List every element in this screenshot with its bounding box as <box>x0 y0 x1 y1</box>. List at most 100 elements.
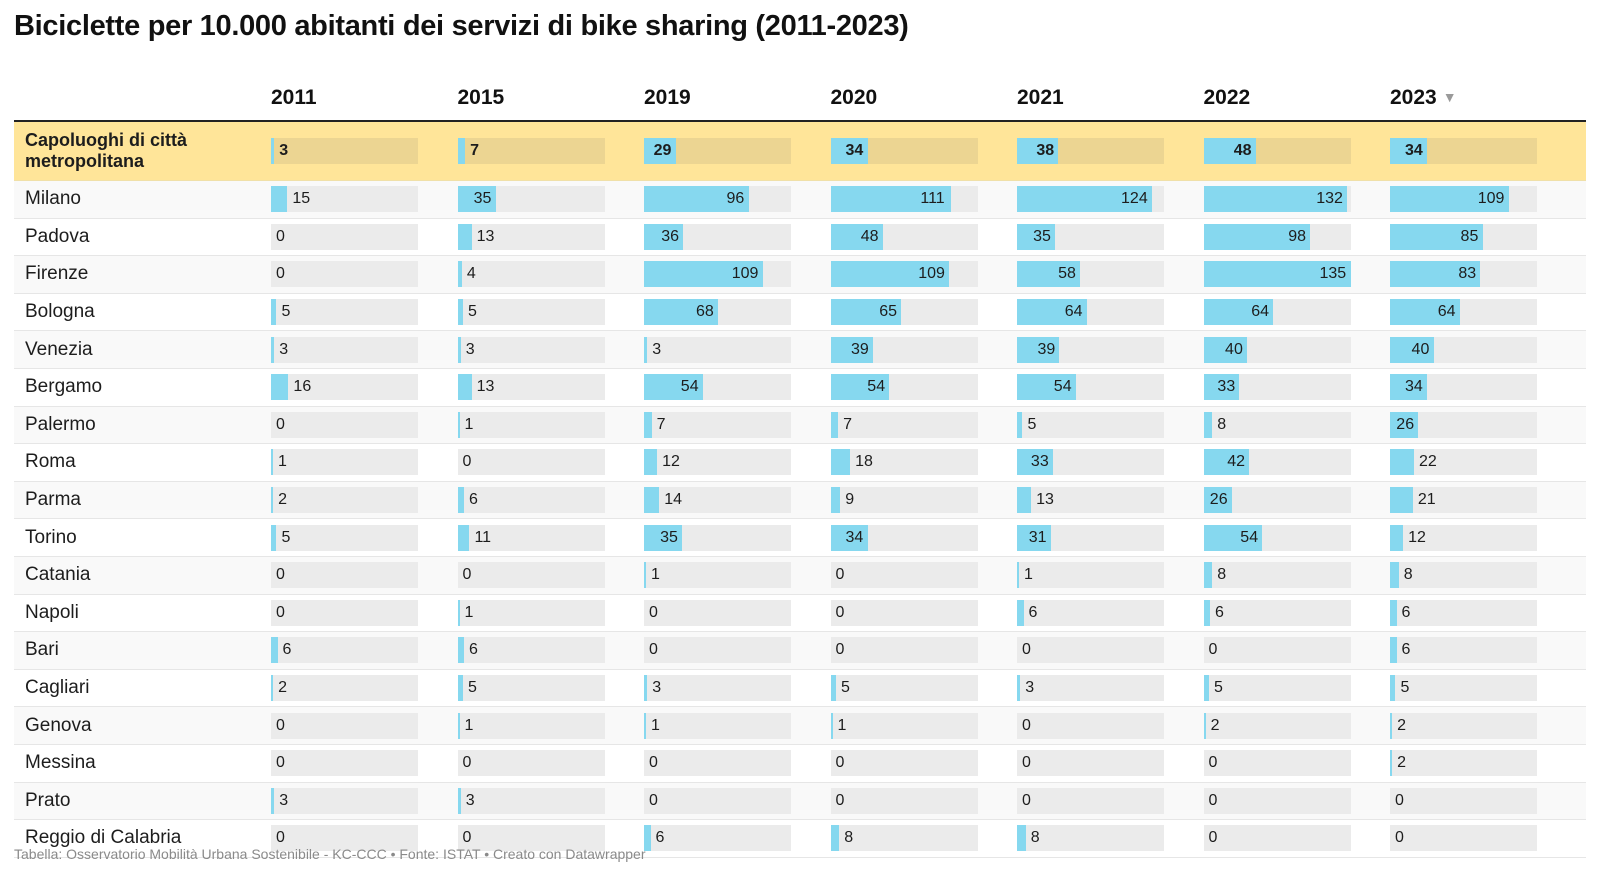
bar <box>457 637 465 664</box>
value-label: 2 <box>278 491 288 509</box>
table-cell: 22 <box>1390 449 1537 476</box>
bar <box>830 712 833 739</box>
value-label: 48 <box>860 227 879 245</box>
bar <box>1390 138 1428 164</box>
table-cell: 0 <box>830 750 978 777</box>
bar-track <box>457 411 605 438</box>
bar-track <box>830 411 978 438</box>
value-label: 0 <box>462 453 472 471</box>
column-header-label: 2023 <box>1390 86 1437 109</box>
bar <box>644 186 749 213</box>
table-cell: 8 <box>830 825 978 852</box>
value-label: 1 <box>464 415 474 433</box>
value-label: 6 <box>1401 603 1411 621</box>
table-row: Roma 1 0 12 18 33 42 22 <box>14 444 1586 482</box>
table-cell: 1 <box>644 562 791 589</box>
value-label: 0 <box>1022 716 1031 734</box>
table-body: Capoluoghi di città metropolitana 3 7 29 34 3… <box>14 122 1586 858</box>
bar-track <box>1390 599 1537 626</box>
column-header-2011[interactable]: 2011 <box>271 86 317 110</box>
value-label: 0 <box>276 566 285 584</box>
bar <box>1390 712 1393 739</box>
row-label: Torino <box>25 526 77 548</box>
source-footer: Tabella: Osservatorio Mobilità Urbana So… <box>14 846 646 862</box>
value-label: 5 <box>1400 679 1410 697</box>
bar-track <box>271 223 418 250</box>
table-cell: 0 <box>271 261 418 288</box>
value-label: 1 <box>651 716 660 734</box>
column-header-2015[interactable]: 2015 <box>458 86 505 110</box>
column-header-2022[interactable]: 2022 <box>1204 86 1251 110</box>
bar-track <box>271 261 418 288</box>
table-cell: 5 <box>457 675 605 702</box>
table-cell: 5 <box>1203 675 1351 702</box>
bar-track <box>1203 825 1351 852</box>
value-label: 64 <box>1251 303 1269 321</box>
bar <box>271 787 275 814</box>
bar-track <box>830 712 978 739</box>
value-label: 109 <box>918 265 945 283</box>
bar <box>1203 186 1348 213</box>
bar-track <box>644 411 791 438</box>
column-header-2019[interactable]: 2019 <box>644 86 691 110</box>
bar <box>644 223 684 250</box>
row-label: Messina <box>25 752 96 774</box>
value-label: 96 <box>726 190 745 208</box>
value-label: 2 <box>1210 716 1220 734</box>
bar-track <box>644 637 791 664</box>
row-label: Prato <box>25 789 71 811</box>
table-row: Bari 6 6 0 0 0 0 6 <box>14 632 1586 670</box>
bar <box>1203 675 1209 702</box>
bar-track <box>830 562 978 589</box>
bar <box>271 138 275 164</box>
value-label: 5 <box>840 679 850 697</box>
bar <box>1017 562 1019 589</box>
value-label: 64 <box>1064 303 1083 321</box>
bar-track <box>1017 675 1164 702</box>
table-cell: 39 <box>1017 336 1164 363</box>
column-header-2020[interactable]: 2020 <box>831 86 878 110</box>
column-header-2021[interactable]: 2021 <box>1017 86 1064 110</box>
table-cell: 64 <box>1203 299 1351 326</box>
bar <box>457 599 460 626</box>
bar <box>1390 261 1481 288</box>
table-cell: 7 <box>644 411 791 438</box>
value-label: 54 <box>1053 378 1072 396</box>
table-cell: 0 <box>830 637 978 664</box>
row-label: Padova <box>25 225 90 247</box>
table-cell: 6 <box>1017 599 1164 626</box>
bar-track <box>1203 599 1351 626</box>
table-cell: 0 <box>271 411 418 438</box>
value-label: 3 <box>465 340 475 358</box>
bar-track <box>457 750 605 777</box>
table-cell: 85 <box>1390 223 1537 250</box>
table-cell: 33 <box>1017 449 1164 476</box>
table-row: Torino 5 11 35 34 31 54 12 <box>14 519 1586 557</box>
bar-track <box>457 138 605 164</box>
bar <box>271 374 289 401</box>
bar-track <box>1203 411 1351 438</box>
bar <box>1203 487 1232 514</box>
sort-descending-icon[interactable]: ▼ <box>1442 89 1457 105</box>
row-label: Reggio di Calabria <box>25 827 182 849</box>
column-header-2023[interactable]: 2023 ▼ <box>1390 86 1457 110</box>
column-header-label: 2015 <box>457 86 505 109</box>
value-label: 0 <box>462 829 472 847</box>
bar-track <box>457 487 605 514</box>
bar-track <box>830 599 978 626</box>
column-header-label: 2020 <box>830 86 878 109</box>
value-label: 9 <box>845 491 855 509</box>
value-label: 12 <box>662 453 680 471</box>
table-cell: 0 <box>271 599 418 626</box>
bar-track <box>644 750 791 777</box>
bar-track <box>457 675 605 702</box>
bar-track <box>271 524 418 551</box>
bar-track <box>1017 787 1164 814</box>
table-cell: 35 <box>644 524 791 551</box>
value-label: 6 <box>1215 603 1224 621</box>
bar-track <box>1390 487 1537 514</box>
table-cell: 8 <box>1203 411 1351 438</box>
table-cell: 3 <box>457 787 605 814</box>
table-row: Cagliari 2 5 3 5 3 5 5 <box>14 670 1586 708</box>
table-cell: 5 <box>830 675 978 702</box>
